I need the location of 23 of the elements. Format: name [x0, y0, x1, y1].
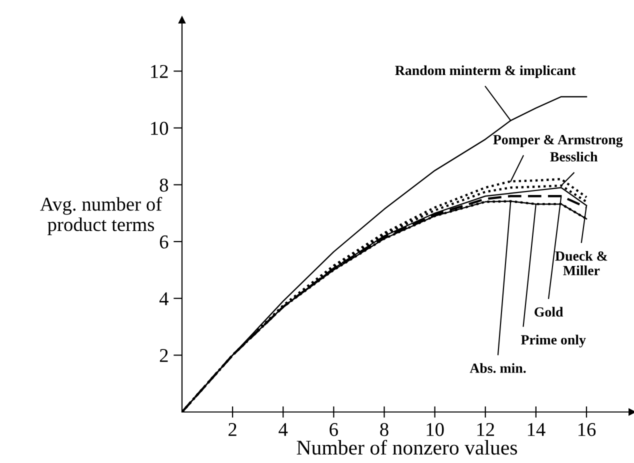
y-tick-label: 4 — [159, 292, 168, 306]
x-tick-label: 14 — [528, 423, 546, 436]
x-tick-label: 4 — [278, 423, 288, 436]
y-tick-label: 6 — [160, 235, 168, 249]
annotation: Random minterm & implicant — [395, 65, 576, 78]
y-tick-label: 2 — [160, 349, 168, 362]
x-tick-label: 6 — [330, 423, 338, 436]
y-tick-label: 12 — [151, 65, 168, 78]
x-tick-label: 16 — [578, 423, 596, 436]
annotation: Gold — [534, 306, 564, 317]
annotation: Prime only — [521, 334, 586, 348]
annotation: Abs. min. — [470, 363, 526, 373]
x-axis-title: Number of nonzero values — [296, 440, 518, 455]
x-tick-label: 8 — [380, 422, 388, 436]
x-tick-label: 10 — [426, 422, 444, 436]
x-tick-label: 2 — [228, 423, 236, 436]
annotation: Pomper & Armstrong — [493, 134, 623, 148]
y-tick-label: 8 — [160, 178, 168, 192]
y-axis-title: Avg. number of product terms — [40, 196, 162, 236]
annotation: Dueck & Miller — [555, 250, 608, 276]
y-tick-label: 10 — [151, 122, 168, 135]
annotation: Besslich — [550, 152, 598, 162]
x-tick-label: 12 — [477, 423, 494, 436]
